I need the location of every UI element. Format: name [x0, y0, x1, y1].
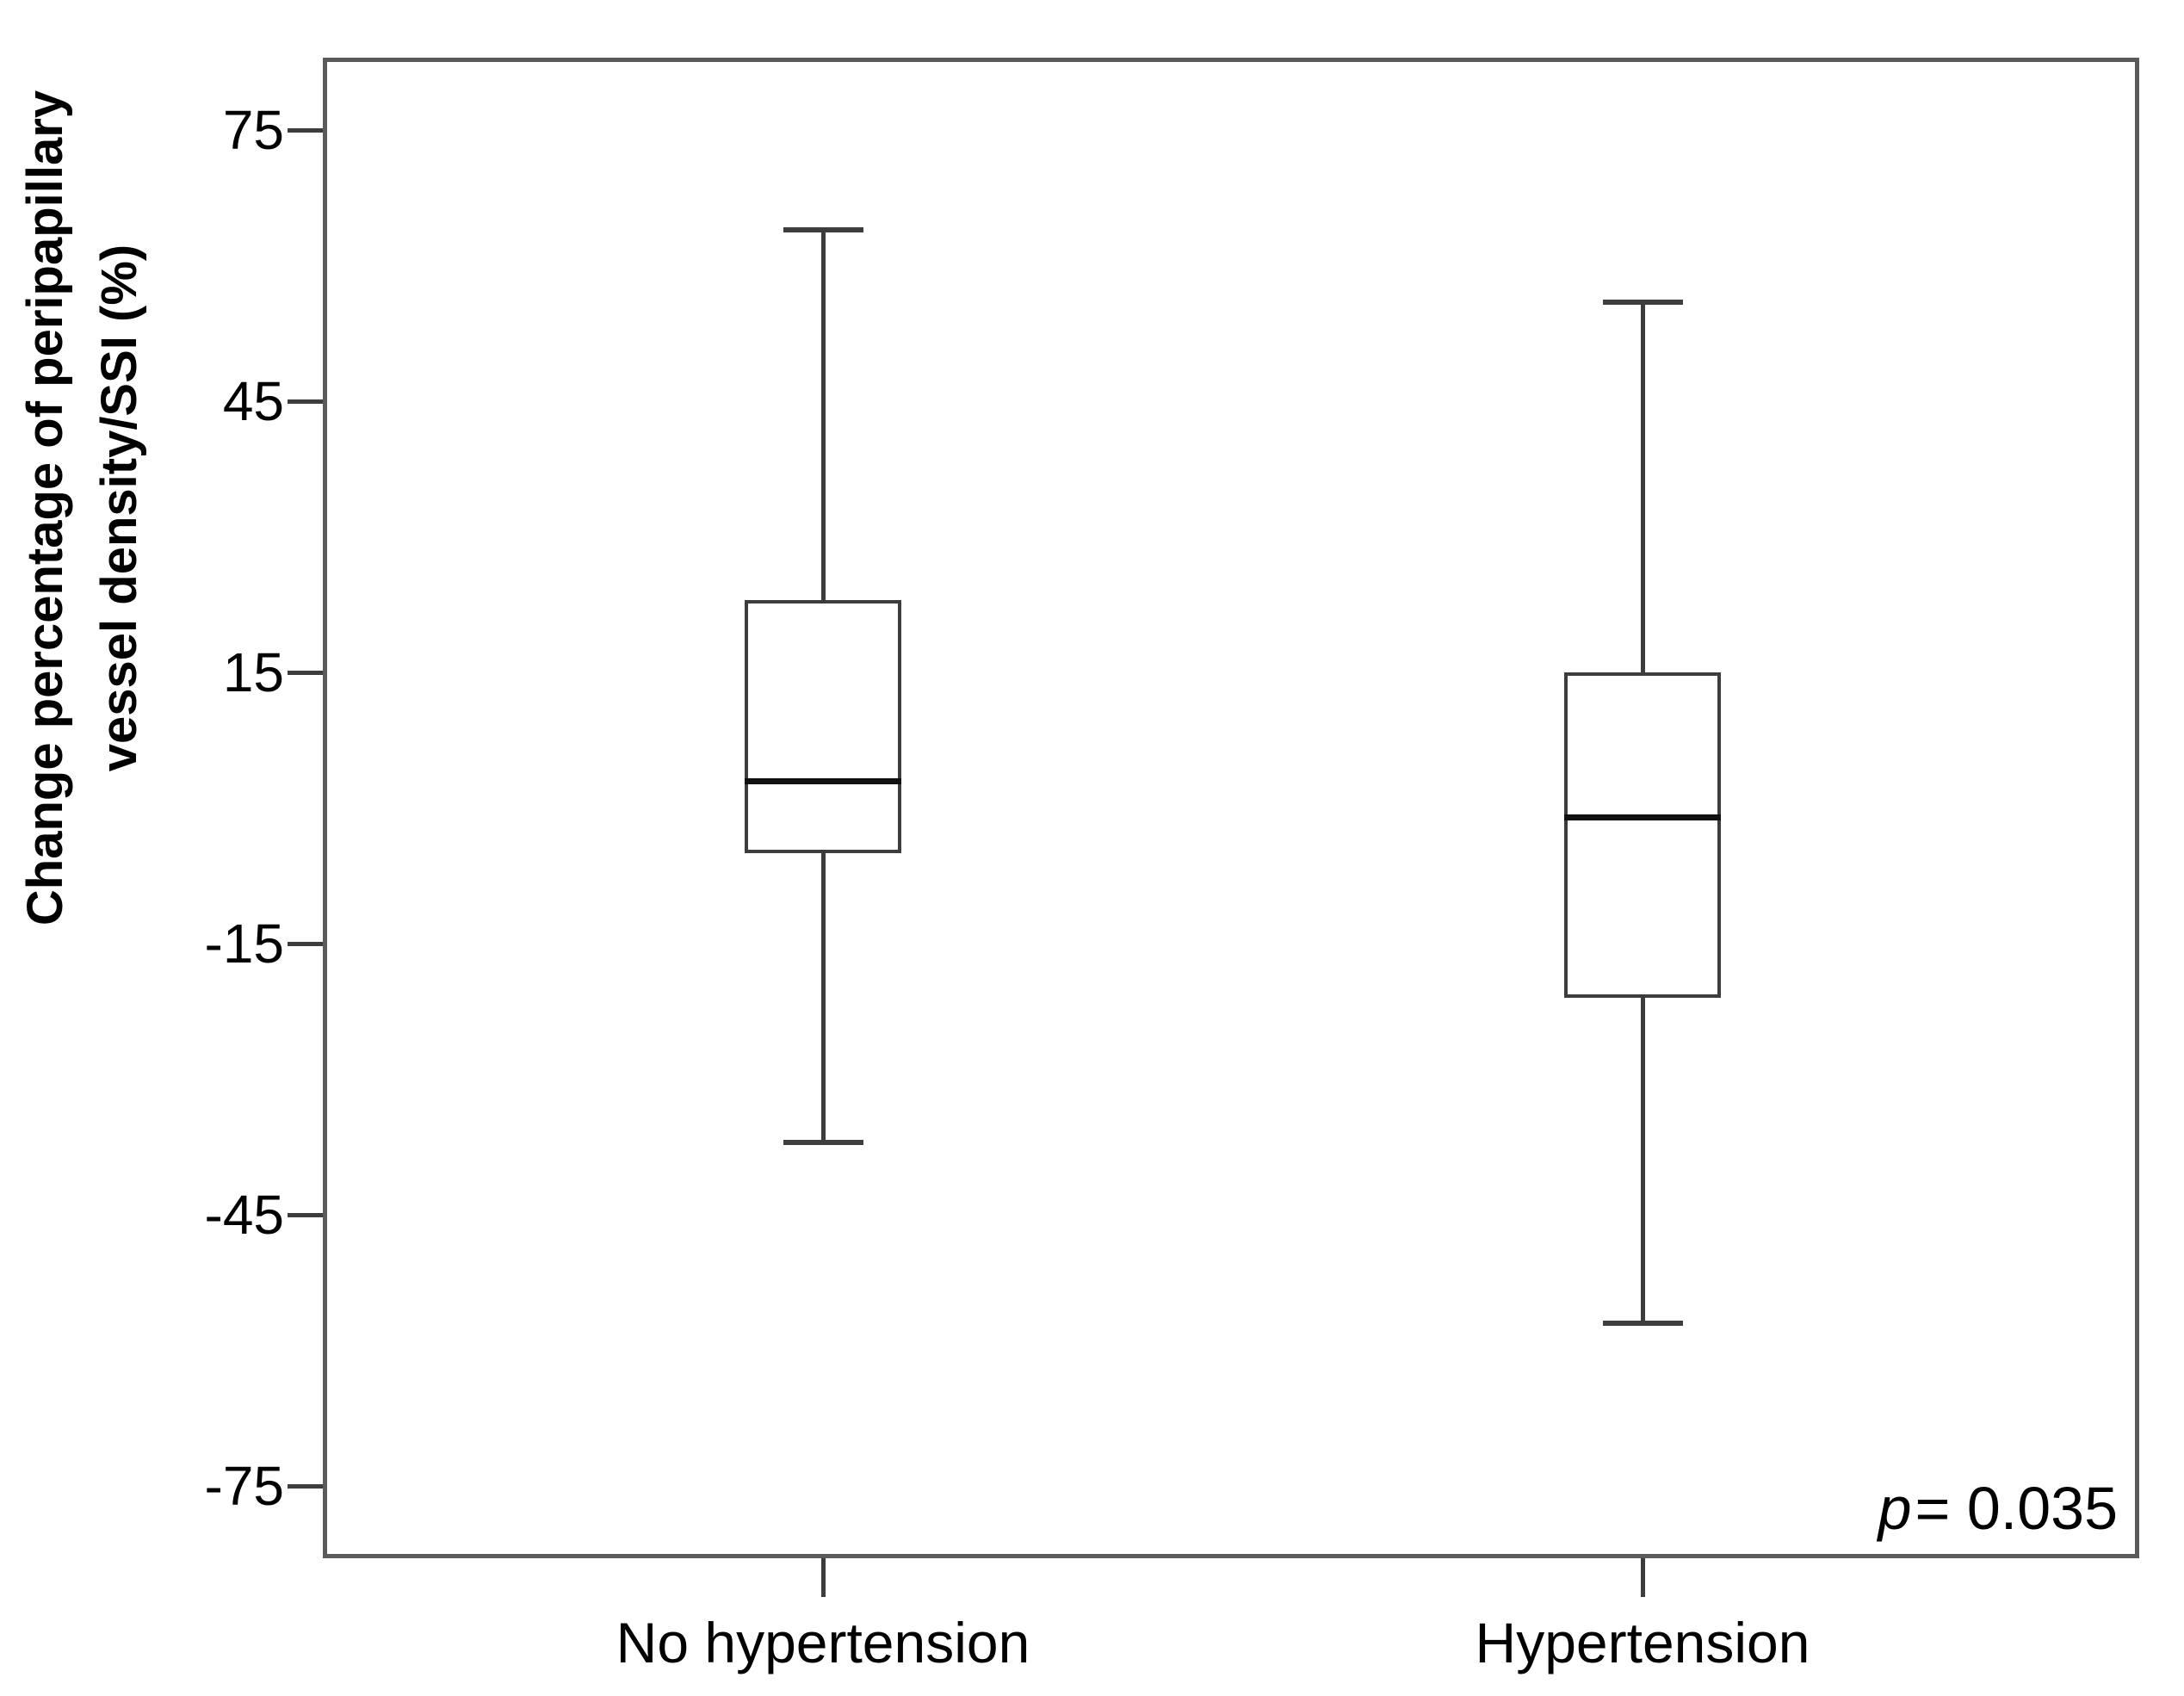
whisker-cap-lower	[1602, 1321, 1683, 1326]
p-value-text: = 0.035	[1915, 1475, 2119, 1542]
y-tick-mark	[288, 670, 323, 675]
whisker-upper	[820, 229, 826, 600]
whisker-cap-lower	[783, 1140, 863, 1145]
p-value-annotation: p= 0.035	[1878, 1474, 2118, 1543]
x-category-label: No hypertension	[616, 1611, 1030, 1674]
y-tick-label: 45	[222, 370, 284, 432]
whisker-cap-upper	[1602, 299, 1683, 305]
whisker-upper	[1640, 301, 1645, 672]
y-tick-mark	[288, 1212, 323, 1217]
box	[1564, 672, 1721, 998]
whisker-lower	[1640, 998, 1645, 1323]
plot-frame	[323, 58, 2139, 1558]
y-tick-label: -75	[204, 1455, 285, 1517]
y-tick-label: 15	[222, 641, 284, 703]
median-line	[745, 777, 901, 784]
x-tick-mark	[1640, 1558, 1645, 1597]
y-tick-mark	[288, 399, 323, 404]
whisker-lower	[820, 853, 826, 1142]
p-symbol: p	[1878, 1475, 1912, 1542]
x-tick-mark	[820, 1558, 826, 1597]
x-category-label: Hypertension	[1475, 1611, 1810, 1674]
y-tick-mark	[288, 941, 323, 946]
y-tick-mark	[288, 1483, 323, 1489]
whisker-cap-upper	[783, 226, 863, 232]
y-tick-label: 75	[222, 99, 284, 161]
y-tick-label: -15	[204, 913, 285, 975]
box	[745, 600, 901, 853]
median-line	[1564, 814, 1721, 820]
y-tick-mark	[288, 127, 323, 133]
y-tick-label: -45	[204, 1184, 285, 1246]
